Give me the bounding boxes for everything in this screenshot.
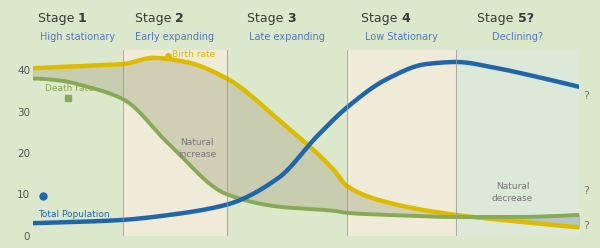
Text: Declining?: Declining? (492, 32, 543, 42)
Text: 3: 3 (287, 12, 296, 26)
Text: Stage: Stage (361, 12, 401, 26)
Text: Total Population: Total Population (38, 210, 110, 218)
Text: Stage: Stage (477, 12, 518, 26)
Text: 1: 1 (78, 12, 87, 26)
Text: 4: 4 (401, 12, 410, 26)
Bar (347, 50, 456, 236)
Text: Natural
increase: Natural increase (178, 138, 216, 159)
Text: Birth rate: Birth rate (172, 50, 215, 59)
Bar (33, 50, 123, 236)
Text: 5?: 5? (518, 12, 534, 26)
Text: 2: 2 (175, 12, 184, 26)
Text: Stage: Stage (247, 12, 287, 26)
Text: Stage: Stage (38, 12, 78, 26)
Bar (227, 50, 347, 236)
Bar (123, 50, 227, 236)
Text: ?: ? (583, 91, 589, 101)
Text: Stage: Stage (134, 12, 175, 26)
Text: Death rate: Death rate (45, 84, 94, 93)
Text: Natural
decrease: Natural decrease (492, 182, 533, 203)
Text: Late expanding: Late expanding (249, 32, 325, 42)
Text: Low Stationary: Low Stationary (365, 32, 438, 42)
Text: High stationary: High stationary (40, 32, 116, 42)
Bar (456, 50, 579, 236)
Text: ?: ? (583, 221, 589, 231)
Text: Early expanding: Early expanding (136, 32, 215, 42)
Text: ?: ? (583, 186, 589, 196)
